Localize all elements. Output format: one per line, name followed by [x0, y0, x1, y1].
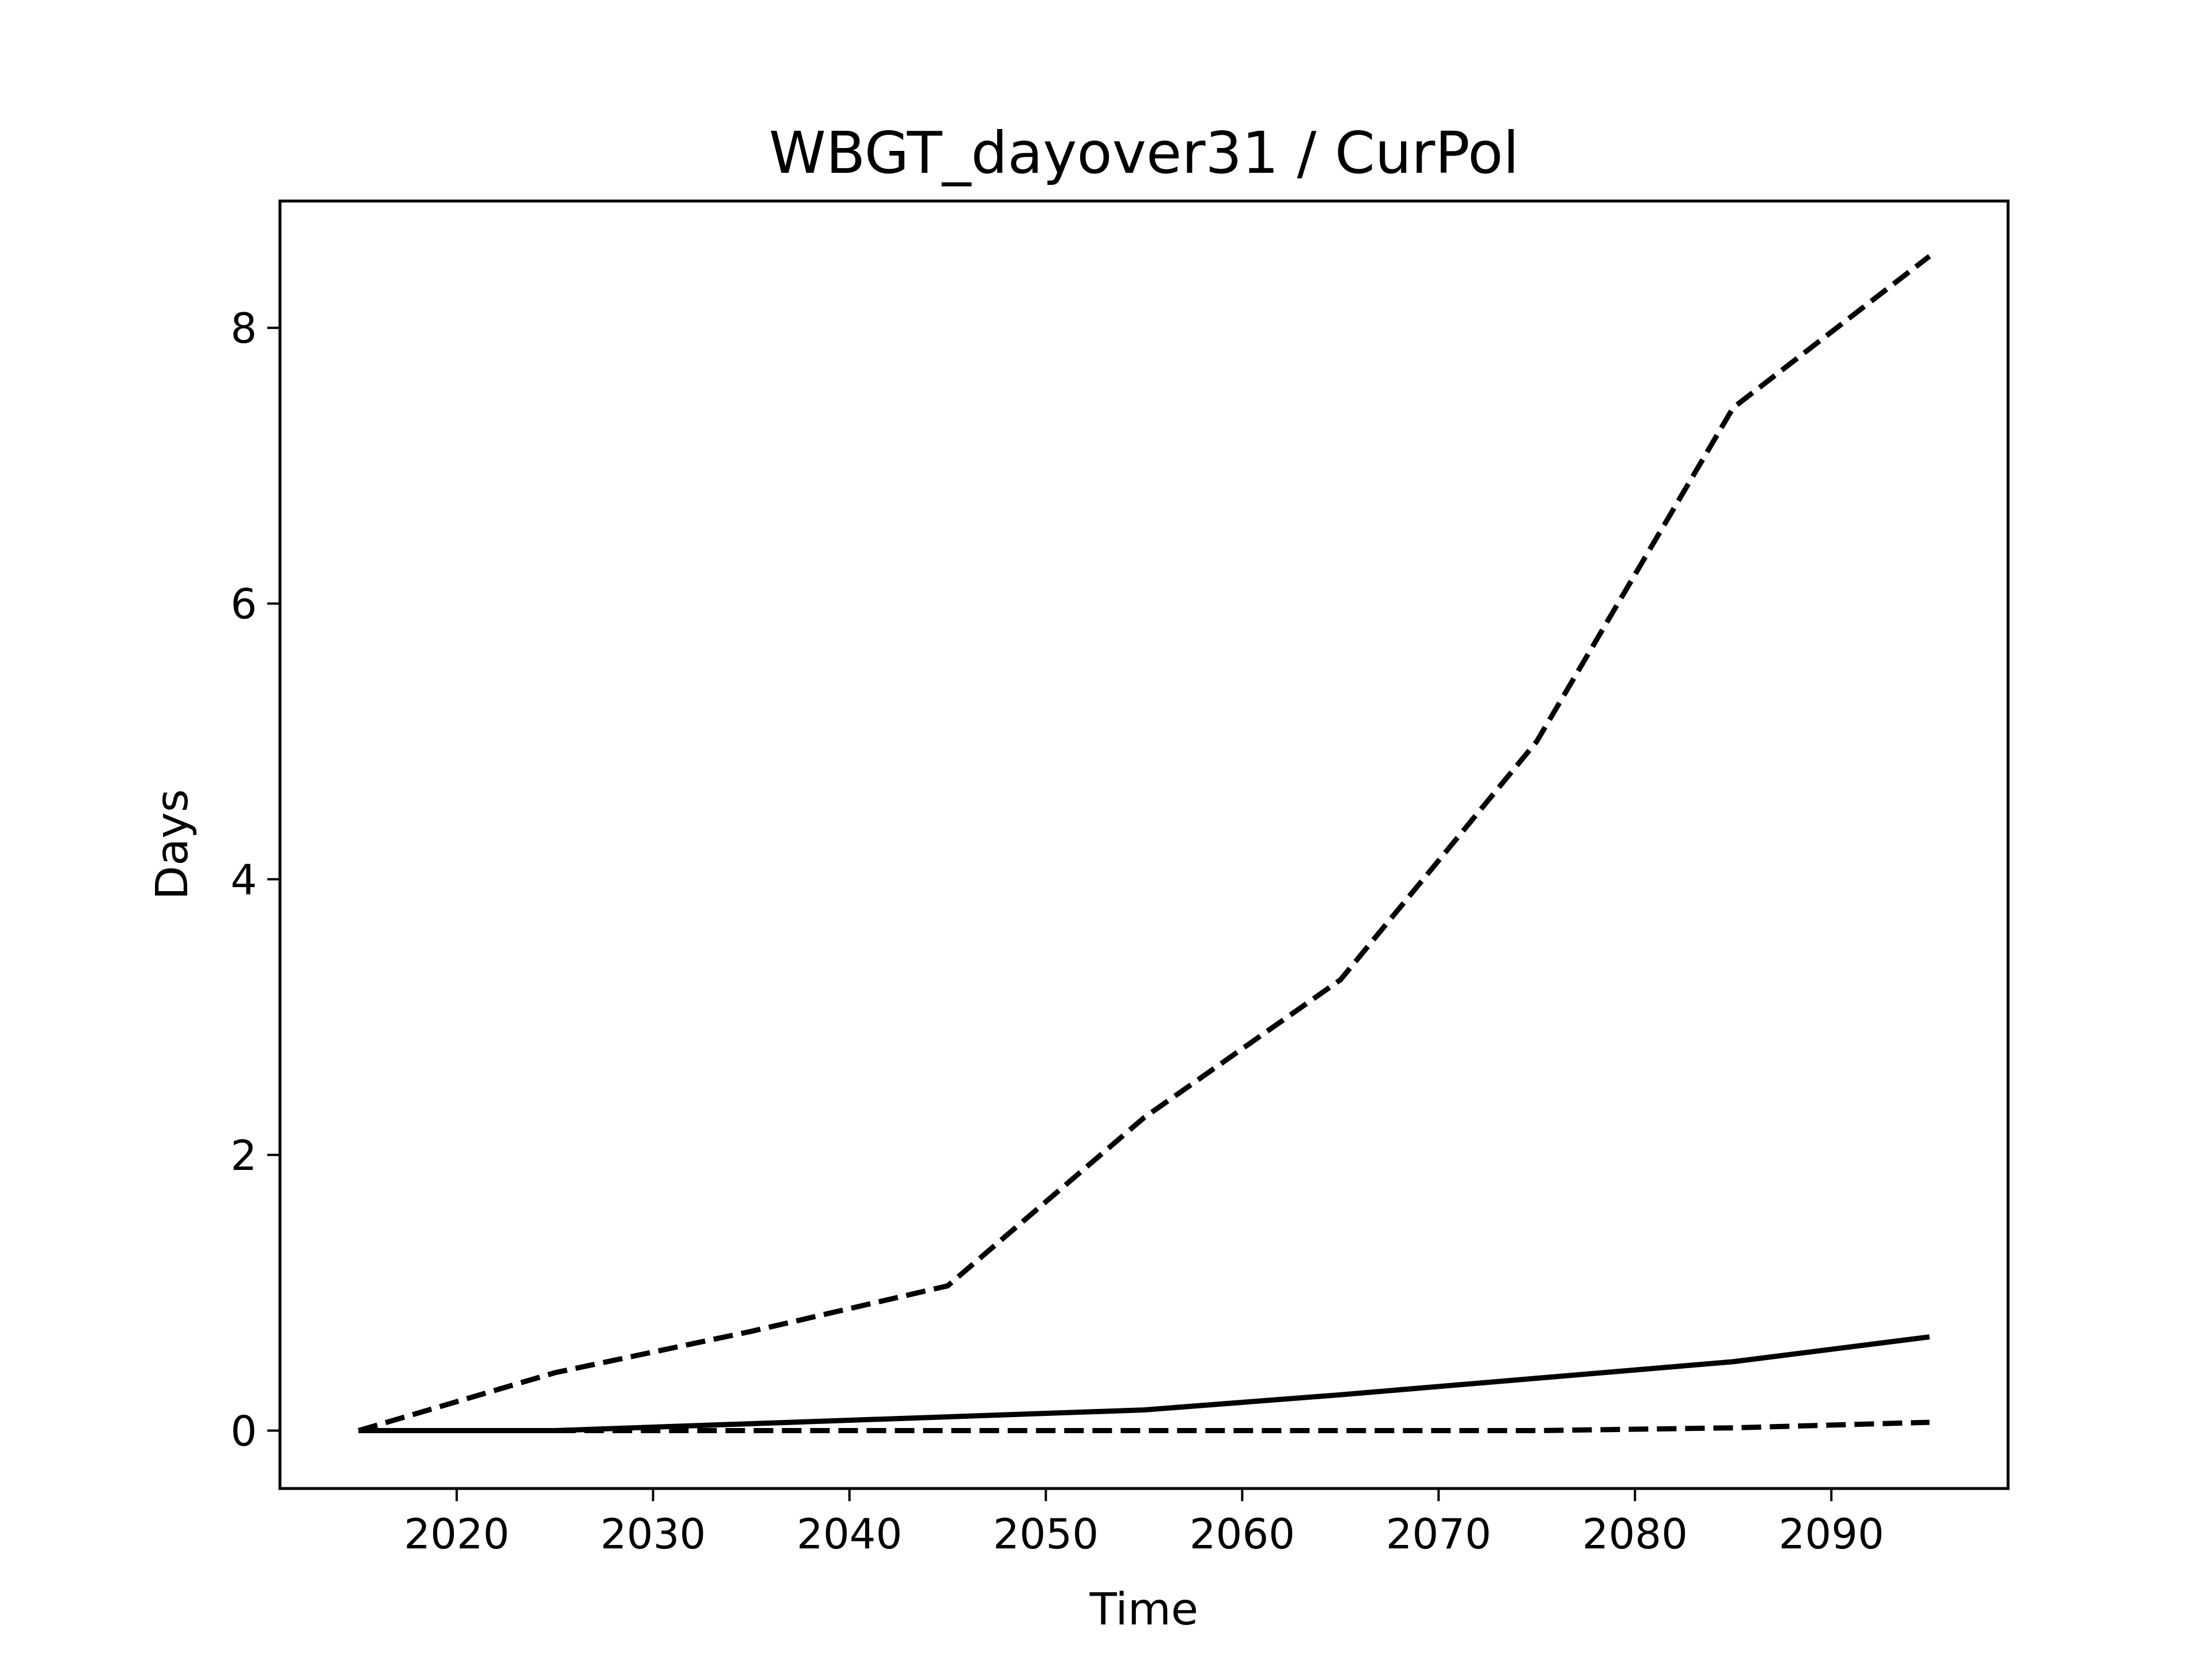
- axes-frame: [278, 199, 2010, 1490]
- y-tick-label: 0: [230, 1407, 257, 1455]
- y-axis-label: Days: [147, 789, 198, 900]
- y-tick-label: 6: [230, 580, 257, 628]
- x-tick-label: 2030: [600, 1510, 706, 1558]
- y-tick-label: 2: [230, 1131, 257, 1180]
- series-line-3: [358, 1419, 1930, 1433]
- y-tick-label: 4: [230, 855, 257, 904]
- x-tick-label: 2060: [1190, 1510, 1295, 1558]
- series-line-1: [358, 254, 1931, 1433]
- x-axis-label: Time: [1089, 1584, 1198, 1635]
- x-tick-label: 2040: [797, 1510, 902, 1558]
- x-tick-label: 2020: [404, 1510, 509, 1558]
- x-axis: 2020 2030 2040 2050 2060 2070 2080 2090: [404, 1488, 1884, 1558]
- chart-title: WBGT_dayover31 / CurPol: [769, 119, 1519, 187]
- x-tick-label: 2080: [1582, 1510, 1688, 1558]
- y-axis: 0 2 4 6 8: [230, 304, 280, 1455]
- plot-area: [358, 254, 1931, 1433]
- x-tick-label: 2090: [1779, 1510, 1884, 1558]
- y-tick-label: 8: [230, 304, 257, 353]
- x-tick-label: 2050: [993, 1510, 1099, 1558]
- x-tick-label: 2070: [1386, 1510, 1491, 1558]
